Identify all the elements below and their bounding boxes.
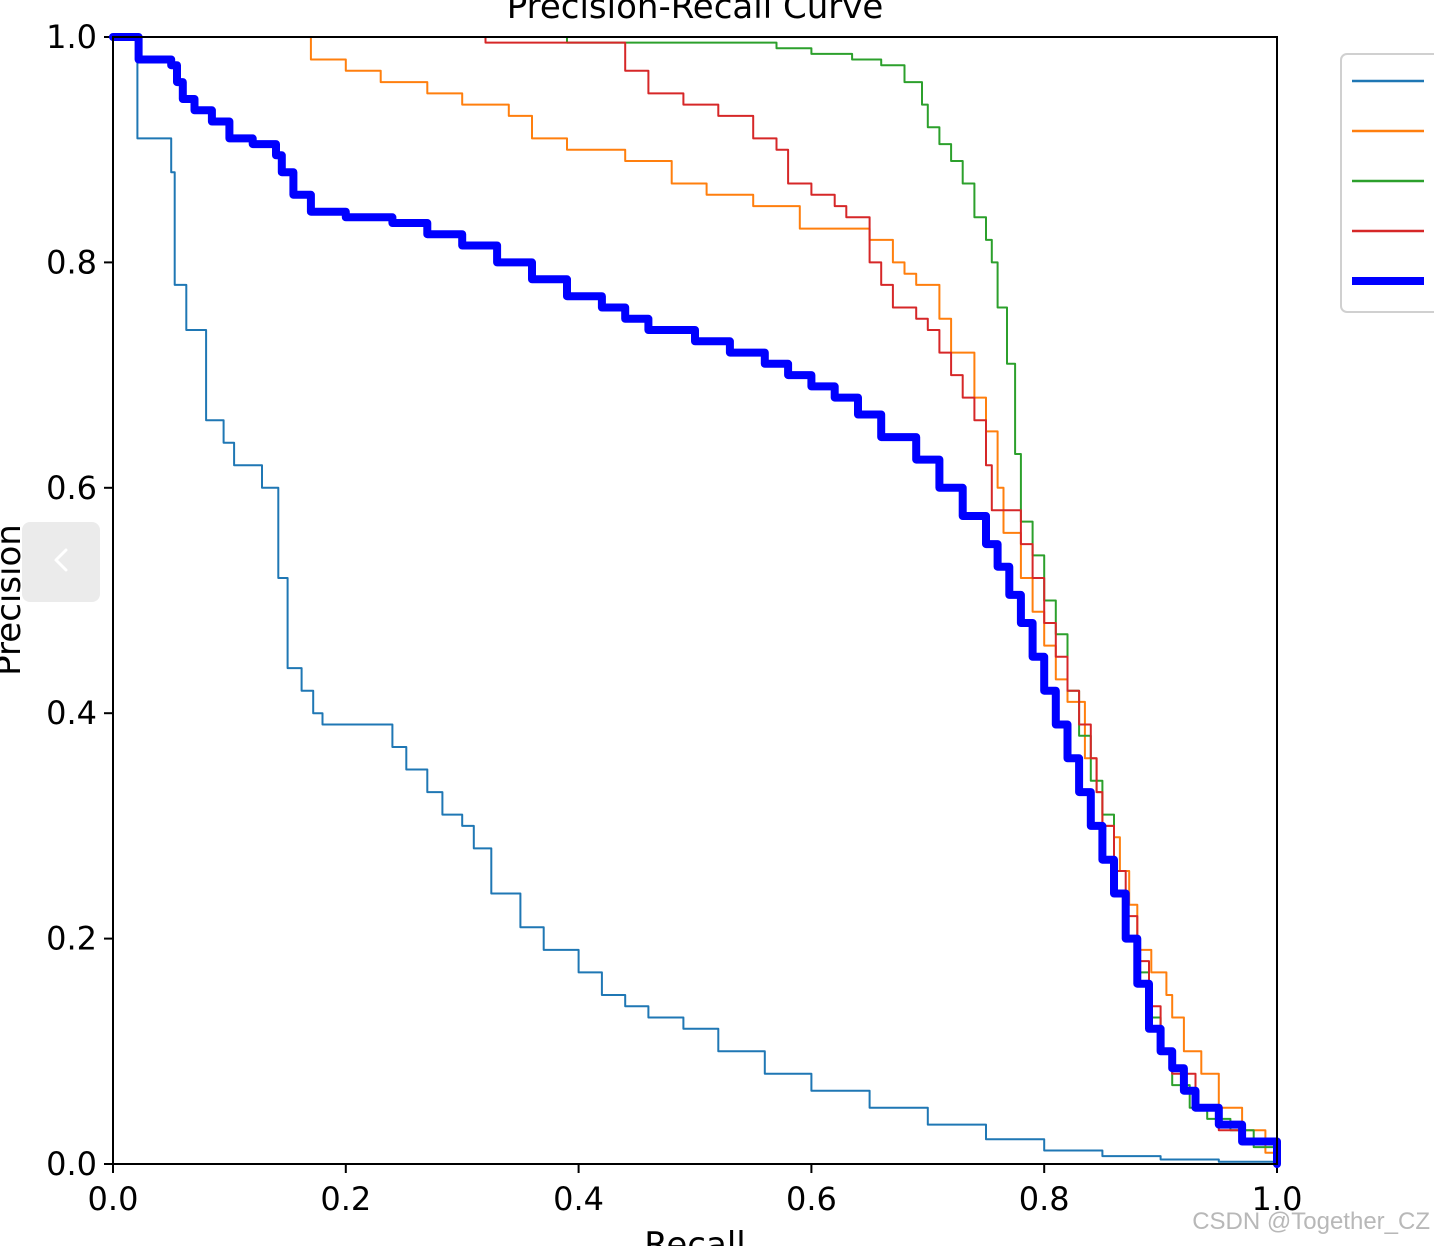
series-line-1 — [112, 36, 1278, 1165]
x-tick-label: 0.4 — [553, 1180, 604, 1218]
x-axis-label: Recall — [644, 1225, 745, 1246]
y-tick-label: 0.4 — [46, 694, 97, 732]
series-line-2 — [112, 36, 1278, 1165]
plot-frame — [112, 36, 1278, 1165]
y-tick-label: 0.0 — [46, 1145, 97, 1183]
y-tick-label: 0.8 — [46, 243, 97, 281]
x-tick-label: 0.2 — [320, 1180, 371, 1218]
x-axis-ticks: 0.0 0.2 0.4 0.6 0.8 1.0 — [88, 1164, 1303, 1218]
x-tick-label: 0.0 — [88, 1180, 139, 1218]
y-tick-label: 1.0 — [46, 18, 97, 56]
y-tick-label: 0.6 — [46, 469, 97, 507]
x-tick-label: 0.8 — [1019, 1180, 1070, 1218]
chevron-left-icon — [51, 545, 71, 579]
series-line-5 — [109, 33, 1281, 1168]
y-axis-ticks: 0.0 0.2 0.4 0.6 0.8 1.0 — [46, 18, 113, 1183]
chart-title: Precision-Recall Curve — [507, 0, 884, 27]
legend-box — [1340, 53, 1434, 313]
prev-image-button[interactable] — [22, 522, 100, 602]
watermark: CSDN @Together_CZ — [1192, 1208, 1430, 1235]
x-tick-label: 1.0 — [1252, 1180, 1303, 1218]
y-tick-label: 0.2 — [46, 920, 97, 958]
x-tick-label: 0.6 — [786, 1180, 837, 1218]
legend — [1340, 53, 1434, 313]
series-lines — [109, 33, 1281, 1168]
